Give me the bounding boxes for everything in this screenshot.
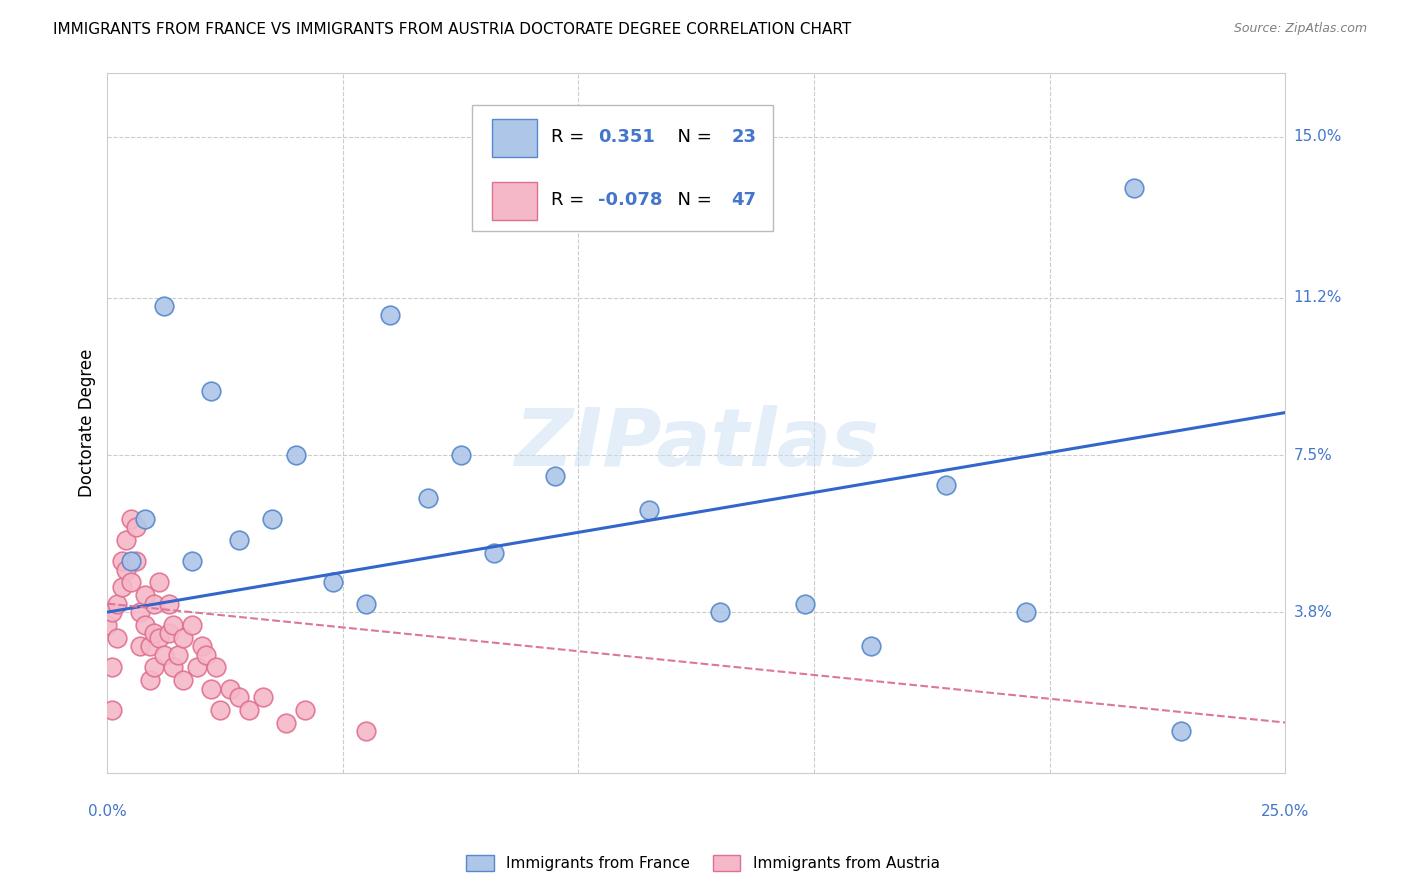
Point [1015,605,1038,619]
Point [284,448,307,462]
Point [129,605,152,619]
Point [134,512,156,526]
Point [356,724,378,739]
Point [378,308,401,322]
FancyBboxPatch shape [492,182,537,220]
Point [167,648,190,662]
Point [101,605,124,619]
Point [157,597,180,611]
Text: N =: N = [665,192,717,210]
Text: 25.0%: 25.0% [1261,804,1309,819]
Point [110,554,132,568]
Point [172,673,194,687]
Point [101,660,124,674]
Point [143,626,166,640]
Point [110,580,132,594]
Point [120,512,142,526]
Text: N =: N = [665,128,717,146]
Point [209,703,232,717]
Text: R =: R = [551,192,591,210]
Point [252,690,274,704]
Point [276,715,298,730]
Point [162,618,184,632]
Point [96,618,118,632]
Point [124,554,146,568]
Point [120,575,142,590]
FancyBboxPatch shape [492,119,537,157]
Point [153,648,176,662]
Point [195,648,218,662]
Text: 3.8%: 3.8% [1294,605,1333,620]
Point [200,681,222,696]
Point [544,469,567,483]
Point [105,631,128,645]
Point [115,533,138,547]
Point [356,597,378,611]
Point [186,660,208,674]
Point [416,491,439,505]
Point [200,384,222,399]
Point [638,503,661,517]
Point [294,703,316,717]
Point [143,597,166,611]
Point [162,660,184,674]
Point [129,639,152,653]
Point [134,618,156,632]
Text: 7.5%: 7.5% [1294,448,1331,463]
Point [172,631,194,645]
Text: 11.2%: 11.2% [1294,291,1341,305]
Point [1123,180,1146,194]
Point [450,448,472,462]
Point [709,605,731,619]
Text: 0.0%: 0.0% [89,804,127,819]
Point [139,639,162,653]
Point [1170,724,1192,739]
Text: 23: 23 [731,128,756,146]
Point [101,703,124,717]
Point [859,639,882,653]
Point [134,588,156,602]
Point [190,639,212,653]
Point [218,681,240,696]
Point [204,660,226,674]
Point [322,575,344,590]
Point [482,546,505,560]
Point [124,520,146,534]
Point [148,575,170,590]
Point [143,660,166,674]
Text: ZIPatlas: ZIPatlas [513,405,879,483]
Text: 0.351: 0.351 [599,128,655,146]
Legend: Immigrants from France, Immigrants from Austria: Immigrants from France, Immigrants from … [460,849,946,877]
Point [181,554,204,568]
Point [139,673,162,687]
Text: 47: 47 [731,192,756,210]
Point [793,597,815,611]
Text: -0.078: -0.078 [599,192,664,210]
Point [148,631,170,645]
Point [228,690,250,704]
Point [115,563,138,577]
Point [153,300,176,314]
Point [262,512,284,526]
Point [105,597,128,611]
Point [157,626,180,640]
FancyBboxPatch shape [472,104,773,231]
Point [120,554,142,568]
Point [935,477,957,491]
Point [238,703,260,717]
Y-axis label: Doctorate Degree: Doctorate Degree [79,349,96,498]
Point [181,618,204,632]
Text: Source: ZipAtlas.com: Source: ZipAtlas.com [1233,22,1367,36]
Text: R =: R = [551,128,591,146]
Text: IMMIGRANTS FROM FRANCE VS IMMIGRANTS FROM AUSTRIA DOCTORATE DEGREE CORRELATION C: IMMIGRANTS FROM FRANCE VS IMMIGRANTS FRO… [53,22,852,37]
Point [228,533,250,547]
Text: 15.0%: 15.0% [1294,129,1341,145]
